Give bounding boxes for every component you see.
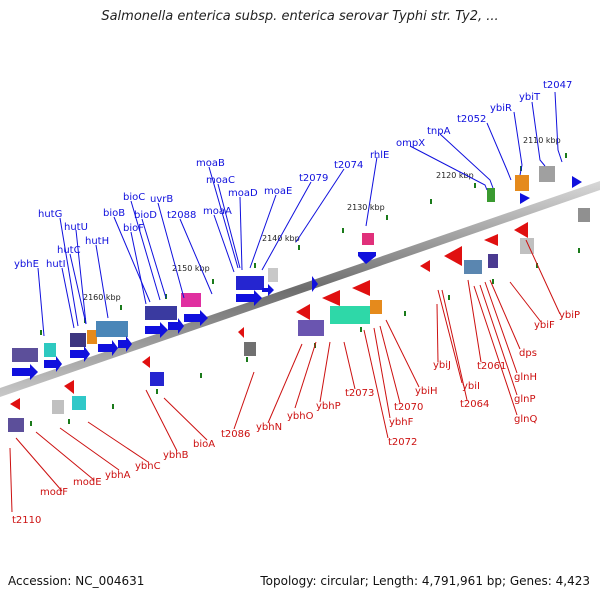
gene-label-t2064: t2064 bbox=[460, 399, 489, 410]
map-title: Salmonella enterica subsp. enterica sero… bbox=[101, 9, 499, 24]
gene-labels-top: t2047 ybiT ybiR t2052 tnpA ompX rhlE t20… bbox=[14, 80, 572, 270]
gene-label-bioA: bioA bbox=[193, 439, 215, 450]
gene-label-t2070: t2070 bbox=[394, 402, 423, 413]
gene-label-t2079: t2079 bbox=[299, 173, 328, 184]
gene-label-t2052: t2052 bbox=[457, 114, 486, 125]
scale-tick-2160: 2160 kbp bbox=[83, 293, 121, 302]
gene-label-ybiH: ybiH bbox=[415, 386, 438, 397]
gene-label-ybiT: ybiT bbox=[519, 92, 541, 103]
gene-label-ompX: ompX bbox=[396, 138, 425, 149]
gene-label-ybhN: ybhN bbox=[256, 422, 282, 433]
scale-tick-2150: 2150 kbp bbox=[172, 264, 210, 273]
gene-label-moaB: moaB bbox=[196, 158, 225, 169]
gene-label-t2074: t2074 bbox=[334, 160, 363, 171]
gene-label-glnH: glnH bbox=[514, 372, 537, 383]
gene-label-hutH: hutH bbox=[85, 236, 109, 247]
gene-label-bioF: bioF bbox=[123, 223, 144, 234]
gene-arrows-plus bbox=[12, 176, 582, 380]
gene-label-glnQ: glnQ bbox=[514, 414, 537, 425]
gene-label-bioB: bioB bbox=[103, 208, 125, 219]
gene-label-ybhE: ybhE bbox=[14, 259, 39, 270]
gene-label-t2110: t2110 bbox=[12, 515, 41, 526]
gene-label-moaA: moaA bbox=[203, 206, 232, 217]
leader-lines-top bbox=[37, 91, 563, 337]
gene-label-moaE: moaE bbox=[264, 186, 292, 197]
gene-label-rhlE: rhlE bbox=[370, 150, 389, 161]
gene-label-tnpA: tnpA bbox=[427, 126, 451, 137]
gene-label-ybiI: ybiI bbox=[462, 381, 480, 392]
gene-labels-bottom: ybiP ybiF dps glnH glnP glnQ t2061 t2064… bbox=[12, 310, 580, 526]
gene-label-hutG: hutG bbox=[38, 209, 62, 220]
gene-label-moaC: moaC bbox=[206, 175, 235, 186]
gene-label-t2047: t2047 bbox=[543, 80, 572, 91]
gene-label-t2073: t2073 bbox=[345, 388, 374, 399]
genome-backbone bbox=[0, 181, 600, 397]
gene-label-ybiF: ybiF bbox=[534, 320, 555, 331]
gene-label-uvrB: uvrB bbox=[150, 194, 173, 205]
scale-tick-2140: 2140 kbp bbox=[262, 234, 300, 243]
feature-tiles-top bbox=[12, 166, 590, 362]
gene-label-ybhB: ybhB bbox=[163, 450, 189, 461]
gene-label-bioC: bioC bbox=[123, 192, 145, 203]
gene-label-ybhC: ybhC bbox=[135, 461, 161, 472]
leader-lines-bottom bbox=[9, 239, 561, 513]
gene-label-moaD: moaD bbox=[228, 188, 258, 199]
gene-label-ybiR: ybiR bbox=[490, 103, 512, 114]
gene-label-ybhP: ybhP bbox=[316, 401, 341, 412]
scale-tick-2130: 2130 kbp bbox=[347, 203, 385, 212]
scale-tick-2120: 2120 kbp bbox=[436, 171, 474, 180]
gene-label-bioD: bioD bbox=[134, 210, 157, 221]
genome-summary-text: Topology: circular; Length: 4,791,961 bp… bbox=[260, 574, 590, 588]
gene-label-hutU: hutU bbox=[64, 222, 88, 233]
gene-label-t2086: t2086 bbox=[221, 429, 250, 440]
gene-arrows-minus bbox=[10, 222, 528, 410]
gene-label-modE: modE bbox=[73, 477, 102, 488]
feature-tiles-bottom bbox=[8, 238, 534, 432]
gene-label-t2088: t2088 bbox=[167, 210, 196, 221]
gene-label-dps: dps bbox=[519, 348, 537, 359]
gene-label-t2072: t2072 bbox=[388, 437, 417, 448]
gene-label-modF: modF bbox=[40, 487, 68, 498]
gene-label-ybhO: ybhO bbox=[287, 411, 314, 422]
gene-label-ybhF: ybhF bbox=[389, 417, 414, 428]
accession-text: Accession: NC_004631 bbox=[8, 574, 145, 588]
scale-tick-2110: 2110 kbp bbox=[523, 136, 561, 145]
gene-label-ybiP: ybiP bbox=[559, 310, 580, 321]
gene-label-t2061: t2061 bbox=[477, 361, 506, 372]
gene-label-ybhA: ybhA bbox=[105, 470, 131, 481]
gene-label-glnP: glnP bbox=[514, 394, 536, 405]
gene-label-ybiJ: ybiJ bbox=[433, 360, 451, 371]
gene-label-hutC: hutC bbox=[57, 245, 81, 256]
gene-label-hutI: hutI bbox=[46, 259, 66, 270]
